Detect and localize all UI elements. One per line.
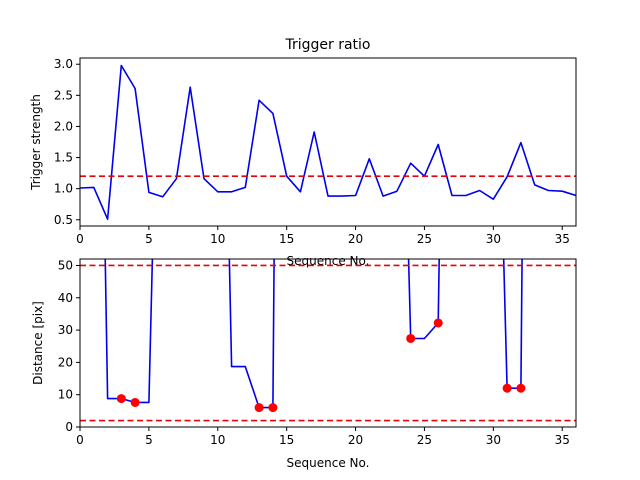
y-tick-label: 50 xyxy=(58,258,73,272)
x-tick-label: 15 xyxy=(279,433,294,447)
x-axis-label: Sequence No. xyxy=(287,254,370,268)
x-tick-label: 10 xyxy=(210,232,225,246)
x-axis-label: Sequence No. xyxy=(287,456,370,470)
data-point-marker xyxy=(433,318,443,328)
y-axis-label: Trigger strength xyxy=(29,94,43,191)
x-tick-label: 5 xyxy=(145,433,153,447)
y-tick-label: 30 xyxy=(58,323,73,337)
distance-chart: Distance [pix] Sequence No. 0 5 10 15 20 25 30… xyxy=(31,258,577,470)
y-tick-label: 2.5 xyxy=(54,88,73,102)
y-tick-label: 40 xyxy=(58,291,73,305)
plot-content xyxy=(80,64,576,220)
chart-title: Trigger ratio xyxy=(284,37,370,53)
y-tick-label: 3.0 xyxy=(54,57,73,71)
series-line xyxy=(502,259,523,390)
y-tick-label: 20 xyxy=(58,355,73,369)
series-line xyxy=(228,259,275,409)
plot-content xyxy=(80,259,576,422)
x-tick-label: 20 xyxy=(348,232,363,246)
trigger-ratio-chart: Trigger ratio Trigger strength Sequence … xyxy=(29,37,577,268)
y-axis-label: Distance [pix] xyxy=(31,301,45,385)
y-tick-label: 2.0 xyxy=(54,119,73,133)
x-tick-label: 0 xyxy=(76,232,84,246)
plot-area-trigger: 0 5 10 15 20 25 30 35 0.5 1.0 1.5 2.0 2.5 3.0 xyxy=(54,57,576,246)
plot-frame xyxy=(79,258,577,428)
x-tick-label: 30 xyxy=(486,433,501,447)
y-tick-label: 1.0 xyxy=(54,182,73,196)
data-point-marker xyxy=(116,394,126,404)
series-line xyxy=(407,259,440,340)
series-line xyxy=(80,64,576,220)
y-tick-label: 0.5 xyxy=(54,213,73,227)
x-tick-label: 25 xyxy=(417,232,432,246)
x-tick-label: 5 xyxy=(145,232,153,246)
series-line xyxy=(104,259,154,404)
x-tick-label: 30 xyxy=(486,232,501,246)
plot-area-distance: 0 5 10 15 20 25 30 35 0 10 20 30 40 50 xyxy=(58,258,576,447)
data-point-marker xyxy=(254,403,264,413)
x-tick-label: 15 xyxy=(279,232,294,246)
data-point-marker xyxy=(516,383,526,393)
x-tick-label: 20 xyxy=(348,433,363,447)
x-tick-label: 35 xyxy=(555,433,570,447)
x-tick-label: 25 xyxy=(417,433,432,447)
data-point-marker xyxy=(268,403,278,413)
y-tick-label: 1.5 xyxy=(54,151,73,165)
plot-frame xyxy=(79,57,577,227)
data-point-marker xyxy=(130,397,140,407)
x-tick-label: 0 xyxy=(76,433,84,447)
data-point-marker xyxy=(406,333,416,343)
data-point-marker xyxy=(502,383,512,393)
y-tick-label: 10 xyxy=(58,388,73,402)
y-tick-label: 0 xyxy=(65,420,73,434)
x-tick-label: 35 xyxy=(555,232,570,246)
x-tick-label: 10 xyxy=(210,433,225,447)
